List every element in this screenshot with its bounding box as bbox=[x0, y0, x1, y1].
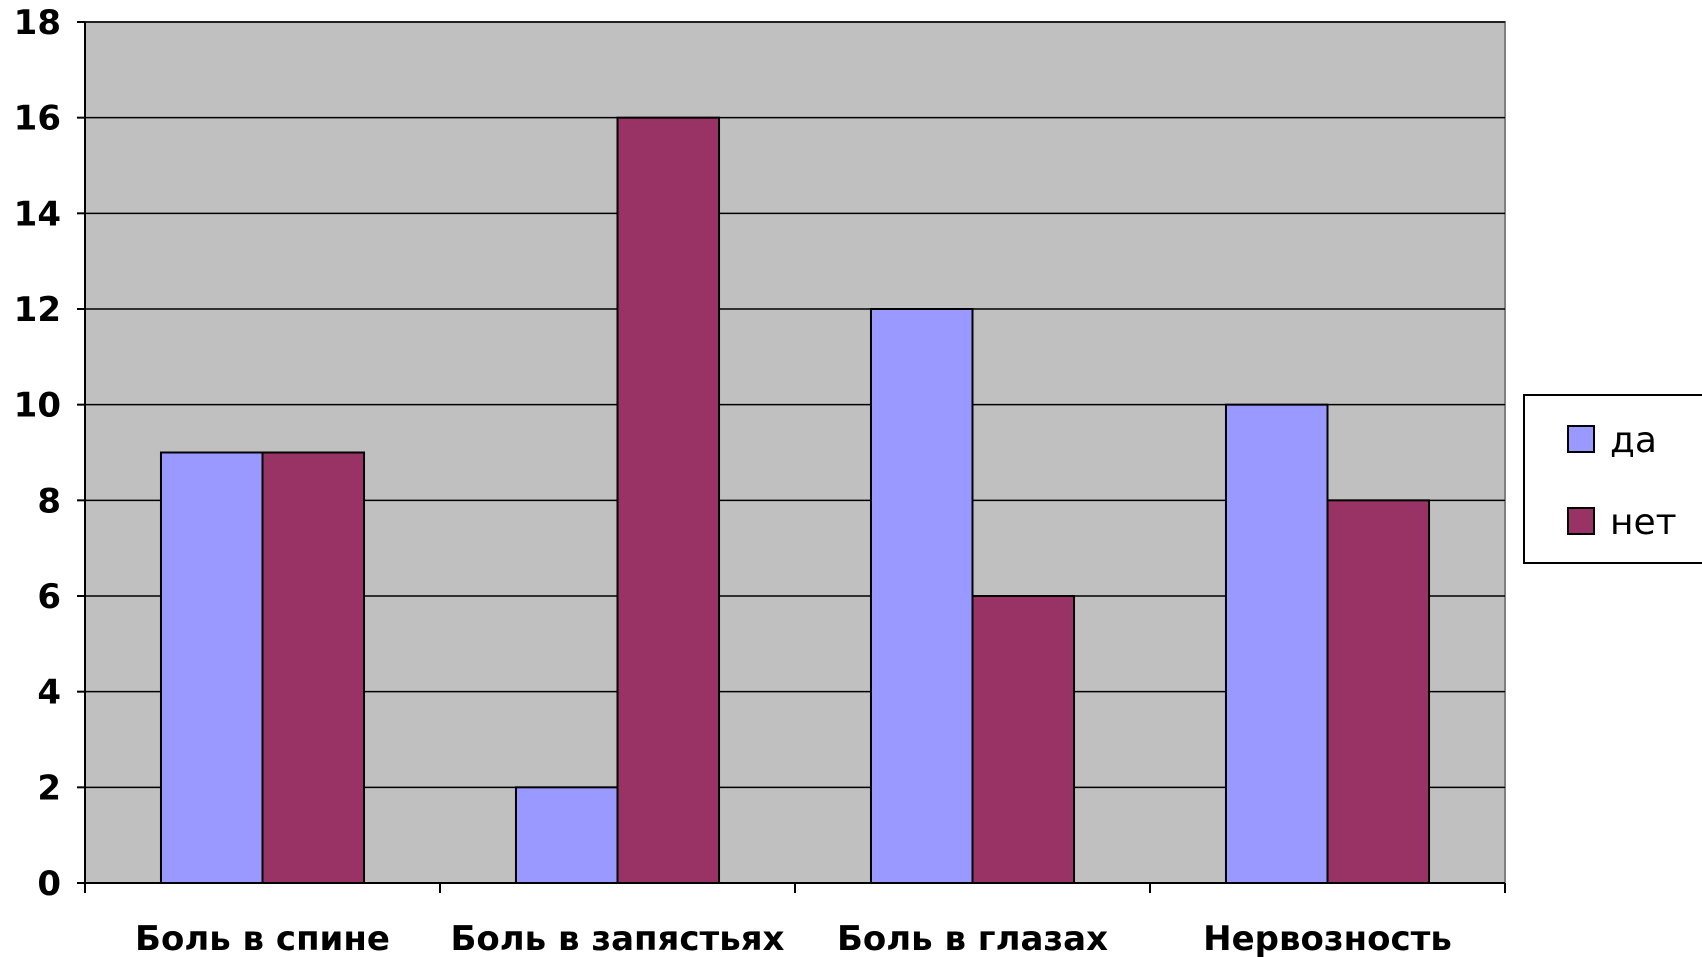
x-category-label: Боль в спине bbox=[135, 919, 390, 957]
y-axis: 0 2 4 6 8 10 12 14 16 18 bbox=[14, 3, 86, 904]
bar-da bbox=[514, 786, 619, 884]
bars bbox=[159, 116, 1431, 884]
x-category-label: Нервозность bbox=[1203, 919, 1452, 957]
y-tick-label: 2 bbox=[37, 768, 61, 808]
bar-da bbox=[869, 308, 974, 884]
y-tick-label: 18 bbox=[14, 3, 61, 43]
x-category-label: Боль в глазах bbox=[837, 919, 1108, 957]
y-tick-label: 12 bbox=[14, 290, 61, 330]
legend-label: да bbox=[1610, 420, 1657, 461]
y-tick-label: 8 bbox=[37, 481, 61, 521]
bar-net bbox=[261, 451, 366, 884]
y-tick-label: 16 bbox=[14, 99, 61, 139]
bar-da bbox=[159, 451, 264, 884]
y-tick-label: 6 bbox=[37, 577, 61, 617]
legend-box bbox=[1523, 394, 1702, 564]
legend-label: нет bbox=[1610, 502, 1677, 543]
bar-net bbox=[971, 595, 1076, 884]
x-category-label: Боль в запястьях bbox=[450, 919, 784, 957]
x-axis: Боль в спине Боль в запястьях Боль в глаза… bbox=[84, 882, 1506, 957]
y-tick-label: 10 bbox=[14, 386, 61, 426]
legend: да нет bbox=[1523, 394, 1702, 564]
bar-da bbox=[1224, 403, 1329, 884]
legend-swatch bbox=[1567, 507, 1595, 535]
y-tick-label: 4 bbox=[37, 673, 61, 713]
bar-net bbox=[1326, 499, 1431, 884]
legend-swatch bbox=[1567, 425, 1595, 453]
y-tick-label: 14 bbox=[14, 194, 61, 234]
bar-net bbox=[616, 116, 721, 884]
y-tick-label: 0 bbox=[37, 864, 61, 904]
